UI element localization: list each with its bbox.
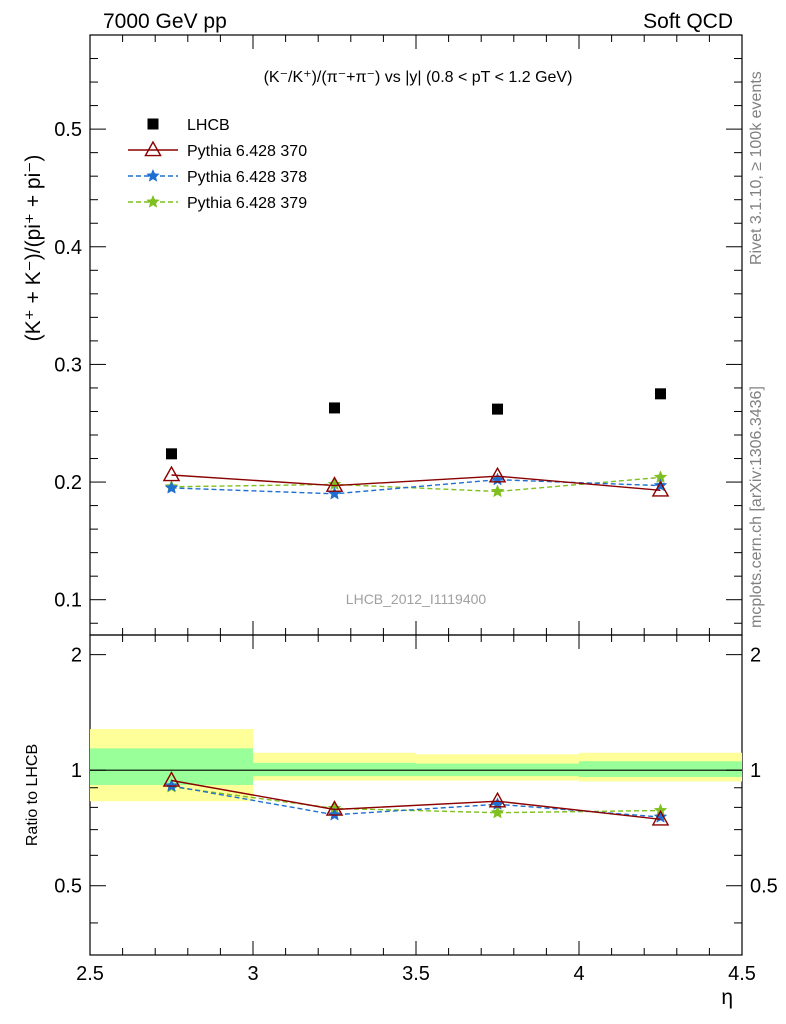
ratio-band-inner [579, 761, 742, 777]
data-point [490, 484, 505, 498]
legend-marker [146, 194, 160, 208]
ratio-data-point [490, 805, 505, 819]
plot-title: (K⁻/K⁺)/(π⁻+π⁻) vs |y| (0.8 < pT < 1.2 G… [264, 69, 573, 86]
data-point [327, 486, 342, 500]
legend-marker [146, 168, 160, 182]
ratio-data-point [488, 791, 507, 808]
ratio-data-point [325, 800, 344, 816]
series-line [171, 476, 661, 493]
legend-marker [147, 118, 159, 130]
ratio-series-line [171, 779, 661, 820]
ratio-y-axis-title: Ratio to LHCB [24, 744, 41, 846]
data-point [164, 480, 179, 494]
ratio-y-tick-label-right: 1 [750, 760, 761, 782]
legend-marker [144, 140, 162, 157]
energy-label: 7000 GeV pp [103, 10, 227, 33]
data-point [488, 466, 507, 483]
data-point [655, 388, 666, 400]
legend-entry: Pythia 6.428 379 [128, 194, 307, 212]
ratio-y-tick-label: 1 [71, 760, 82, 782]
ratio-bands [90, 729, 742, 802]
legend: LHCB Pythia 6.428 370 Pythia 6.428 378 Pyth… [128, 117, 307, 212]
ratio-data-point [651, 809, 670, 826]
legend-entry: LHCB [147, 117, 230, 134]
rivet-version-label: Rivet 3.1.10, ≥ 100k events [748, 71, 765, 265]
legend-entry: Pythia 6.428 370 [128, 140, 307, 160]
ratio-y-tick-label-right: 2 [750, 645, 761, 667]
series-line [171, 478, 661, 495]
data-point [329, 402, 340, 414]
y-tick-label: 0.5 [54, 119, 82, 141]
x-tick-label: 4 [573, 963, 584, 985]
ratio-data-point [164, 778, 179, 792]
axis-tick-labels: 2.5 3 3.5 4 4.5 0.1 0.2 0.3 0.4 0.5 0.5 0.5 1 1 2 2 [54, 119, 778, 985]
category-label: Soft QCD [643, 10, 733, 33]
data-point [492, 403, 503, 415]
ratio-data-point [327, 807, 342, 821]
data-point [325, 476, 344, 492]
legend-label: Pythia 6.428 379 [187, 195, 307, 212]
legend-entry: Pythia 6.428 378 [128, 168, 307, 186]
data-point [162, 465, 181, 482]
axis-ticks [89, 34, 743, 955]
data-point [166, 448, 177, 460]
series-line [171, 474, 661, 491]
y-tick-label: 0.3 [54, 354, 82, 376]
legend-label: Pythia 6.428 378 [187, 169, 307, 186]
ratio-data-point [162, 771, 181, 787]
legend-label: Pythia 6.428 370 [187, 143, 307, 160]
ratio-y-tick-label: 2 [71, 645, 82, 667]
x-tick-label: 2.5 [76, 963, 104, 985]
ratio-band-inner [253, 762, 416, 777]
y-tick-label: 0.4 [54, 237, 82, 259]
y-axis-title-text: (K⁺ + K⁻)/(pi⁺ + pi⁻) [22, 155, 45, 342]
x-tick-label: 3.5 [402, 963, 430, 985]
y-axis-title: (K⁺ + K⁻)/(pi⁺ + pi⁻) [22, 155, 45, 342]
source-label: mcplots.cern.ch [arXiv:1306.3436] [748, 386, 765, 628]
x-tick-label: 3 [247, 963, 258, 985]
data-point [651, 480, 670, 497]
legend-label: LHCB [187, 117, 230, 134]
ratio-series [162, 771, 670, 826]
analysis-id-label: LHCB_2012_I1119400 [346, 591, 487, 607]
y-tick-label: 0.1 [54, 590, 82, 612]
ratio-y-tick-label: 0.5 [54, 876, 82, 898]
x-tick-label: 4.5 [728, 963, 756, 985]
ratio-series-line [171, 786, 661, 814]
y-tick-label: 0.2 [54, 472, 82, 494]
x-axis-title: η [721, 986, 733, 1009]
ratio-y-tick-label-right: 0.5 [750, 876, 778, 898]
main-series [162, 388, 670, 500]
